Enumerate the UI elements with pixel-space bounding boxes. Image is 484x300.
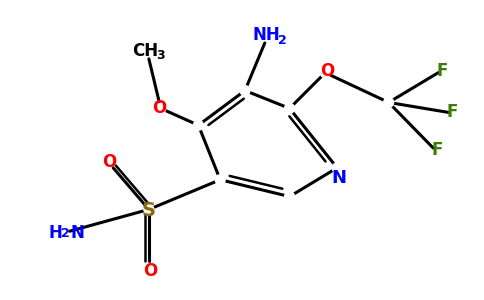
Circle shape	[144, 205, 154, 214]
Text: 2: 2	[61, 227, 70, 240]
Circle shape	[240, 85, 250, 95]
Text: 2: 2	[278, 34, 287, 46]
Circle shape	[156, 103, 166, 113]
Text: O: O	[320, 62, 334, 80]
Text: H: H	[49, 224, 63, 242]
Text: O: O	[102, 153, 116, 171]
Circle shape	[320, 68, 330, 78]
Text: S: S	[142, 201, 156, 220]
Text: F: F	[446, 103, 458, 122]
Circle shape	[285, 103, 294, 113]
Text: F: F	[437, 62, 448, 80]
Text: F: F	[432, 141, 443, 159]
Text: N: N	[332, 169, 347, 187]
Circle shape	[215, 175, 225, 185]
Circle shape	[194, 120, 203, 130]
Circle shape	[332, 163, 342, 173]
Text: O: O	[151, 99, 166, 117]
Text: CH: CH	[132, 42, 158, 60]
Circle shape	[384, 98, 393, 107]
Text: NH: NH	[253, 26, 281, 44]
Circle shape	[285, 192, 294, 202]
Text: 3: 3	[156, 50, 165, 62]
Text: N: N	[71, 224, 85, 242]
Text: O: O	[143, 262, 157, 280]
